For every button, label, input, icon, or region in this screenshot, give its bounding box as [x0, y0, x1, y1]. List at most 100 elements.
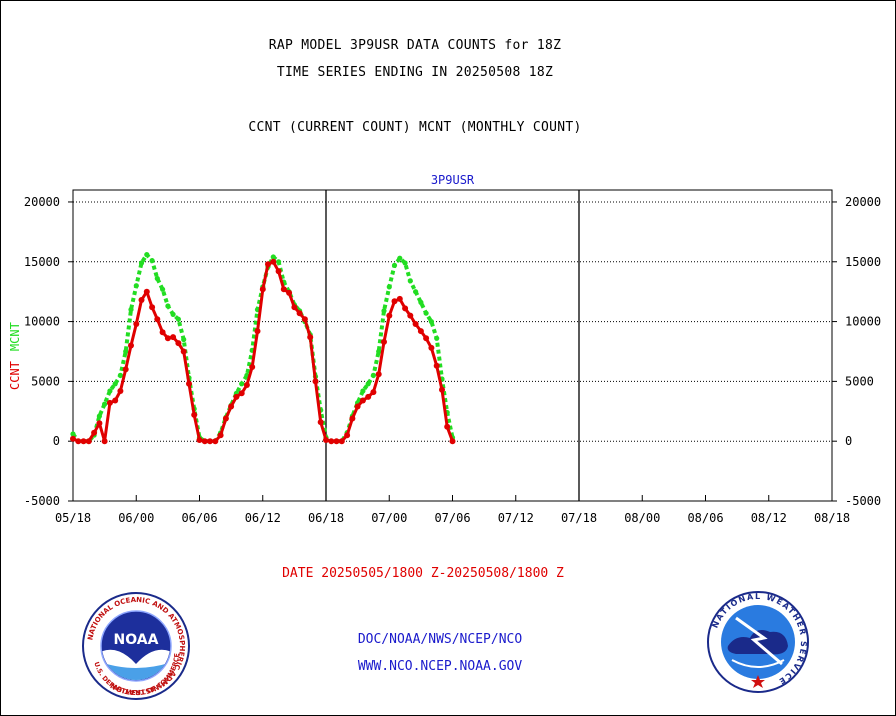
- x-tick-label: 07/06: [434, 511, 470, 525]
- data-point-ccnt: [101, 438, 108, 445]
- x-tick-label: 08/00: [624, 511, 660, 525]
- data-point-ccnt: [117, 388, 124, 394]
- data-point-ccnt: [70, 435, 76, 442]
- data-point-mcnt: [391, 262, 398, 268]
- data-point-mcnt: [175, 316, 181, 322]
- x-tick-label: 05/18: [55, 511, 91, 525]
- data-point-mcnt: [170, 311, 176, 317]
- x-tick-label: 08/18: [814, 511, 850, 525]
- data-point-ccnt: [391, 298, 398, 305]
- y-tick-label-right: 5000: [845, 374, 874, 388]
- data-point-ccnt: [275, 268, 282, 275]
- data-point-mcnt: [160, 286, 166, 292]
- data-point-ccnt: [270, 258, 277, 265]
- data-point-ccnt: [386, 312, 393, 319]
- data-point-mcnt: [128, 307, 134, 313]
- data-point-ccnt: [301, 316, 308, 323]
- data-point-ccnt: [85, 438, 92, 445]
- data-point-mcnt: [434, 335, 440, 341]
- data-point-ccnt: [333, 438, 340, 445]
- data-point-mcnt: [165, 303, 171, 309]
- data-point-mcnt: [386, 284, 392, 290]
- data-point-mcnt: [365, 381, 371, 387]
- data-point-ccnt: [96, 420, 103, 427]
- data-point-mcnt: [181, 336, 187, 343]
- chart-title-line1: RAP MODEL 3P9USR DATA COUNTS for 18Z: [268, 38, 562, 53]
- data-point-ccnt: [375, 371, 382, 378]
- data-point-ccnt: [233, 393, 240, 400]
- data-point-ccnt: [407, 312, 414, 319]
- data-point-ccnt: [323, 437, 329, 443]
- y-tick-label-right: 15000: [845, 255, 881, 269]
- data-point-ccnt: [265, 261, 271, 268]
- website-link[interactable]: WWW.NCO.NCEP.NOAA.GOV: [357, 659, 523, 674]
- data-point-ccnt: [201, 438, 208, 445]
- data-point-ccnt: [159, 329, 166, 336]
- y-tick-label-right: 10000: [845, 315, 881, 329]
- data-point-mcnt: [418, 299, 424, 305]
- data-point-mcnt: [402, 260, 408, 266]
- data-point-mcnt: [276, 259, 282, 265]
- data-point-ccnt: [164, 335, 171, 342]
- data-point-ccnt: [412, 321, 419, 327]
- data-point-ccnt: [91, 429, 98, 436]
- y-tick-label-left: -5000: [24, 494, 60, 508]
- data-point-ccnt: [196, 437, 203, 443]
- data-point-ccnt: [428, 344, 435, 351]
- data-point-ccnt: [449, 438, 456, 445]
- noaa-logo: NATIONAL OCEANIC AND ATMOSPHERIC ADMINIS…: [80, 590, 192, 706]
- nws-logo: NATIONAL WEATHER SERVICE: [706, 590, 810, 698]
- data-point-mcnt: [376, 348, 382, 355]
- data-point-mcnt: [407, 278, 413, 284]
- data-point-ccnt: [286, 289, 293, 296]
- data-point-ccnt: [228, 403, 235, 410]
- x-tick-label: 07/00: [371, 511, 407, 525]
- data-point-ccnt: [254, 328, 261, 335]
- data-point-mcnt: [70, 431, 76, 437]
- data-point-ccnt: [175, 340, 182, 347]
- data-point-ccnt: [439, 386, 445, 393]
- data-point-mcnt: [102, 401, 108, 407]
- data-point-ccnt: [344, 432, 351, 439]
- data-point-ccnt: [143, 288, 150, 295]
- x-tick-label: 06/00: [118, 511, 154, 525]
- data-point-mcnt: [381, 308, 387, 314]
- data-point-mcnt: [239, 381, 245, 387]
- data-point-ccnt: [133, 321, 140, 327]
- x-tick-label: 07/18: [561, 511, 597, 525]
- data-point-ccnt: [207, 438, 213, 445]
- y-tick-label-left: 20000: [24, 195, 60, 209]
- data-point-mcnt: [107, 388, 113, 394]
- data-point-mcnt: [413, 289, 419, 295]
- data-point-ccnt: [402, 305, 409, 312]
- data-point-mcnt: [397, 255, 403, 261]
- data-point-ccnt: [328, 438, 335, 445]
- data-point-ccnt: [370, 389, 377, 396]
- data-point-ccnt: [423, 335, 430, 342]
- date-range-label: DATE 20250505/1800 Z-20250508/1800 Z: [282, 566, 564, 581]
- data-point-ccnt: [154, 316, 161, 323]
- data-point-ccnt: [259, 286, 266, 293]
- noaa-logo-label: NOAA: [114, 632, 159, 648]
- data-point-mcnt: [96, 413, 102, 419]
- y-axis-label-mcnt: MCNT: [8, 322, 22, 351]
- data-point-mcnt: [144, 252, 150, 258]
- y-axis-label-ccnt: CCNT: [8, 361, 22, 390]
- data-point-mcnt: [149, 258, 155, 264]
- data-point-mcnt: [133, 283, 139, 289]
- x-tick-label: 08/06: [687, 511, 723, 525]
- data-point-ccnt: [307, 334, 314, 341]
- data-point-ccnt: [112, 397, 119, 404]
- data-point-ccnt: [312, 378, 319, 385]
- x-tick-label: 07/12: [498, 511, 534, 525]
- data-point-ccnt: [396, 295, 403, 302]
- chart-title-line2: TIME SERIES ENDING IN 20250508 18Z: [276, 65, 554, 80]
- data-point-ccnt: [75, 438, 82, 445]
- org-path-link[interactable]: DOC/NOAA/NWS/NCEP/NCO: [357, 632, 523, 647]
- data-point-ccnt: [291, 304, 298, 311]
- x-tick-label: 08/12: [751, 511, 787, 525]
- data-point-ccnt: [217, 432, 224, 439]
- data-point-mcnt: [112, 381, 118, 387]
- y-tick-label-left: 5000: [31, 374, 60, 388]
- data-point-ccnt: [106, 399, 113, 406]
